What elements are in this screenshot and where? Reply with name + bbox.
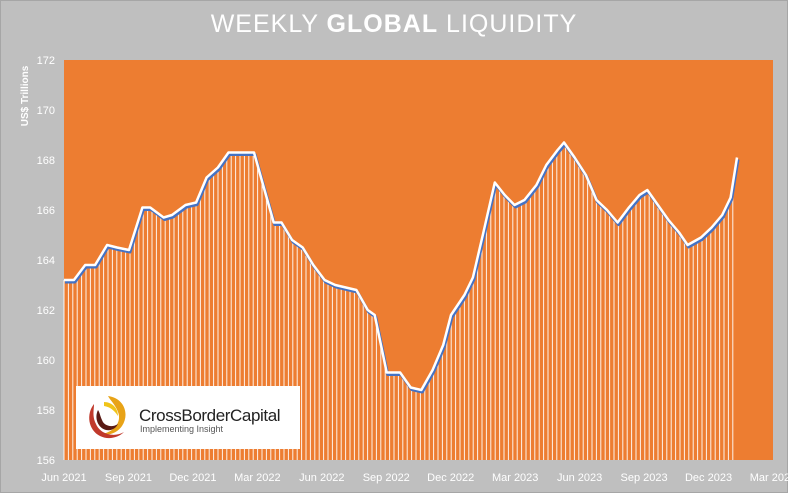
crossborder-capital-logo: CrossBorderCapital Implementing Insight: [76, 386, 300, 449]
logo-name: CrossBorderCapital: [139, 406, 281, 425]
x-tick-label: Jun 2023: [557, 472, 602, 484]
liquidity-line: [64, 141, 739, 392]
x-tick-label: Sep 2022: [363, 472, 410, 484]
x-tick-label: Mar 2023: [492, 472, 538, 484]
x-tick-label: Dec 2022: [427, 472, 474, 484]
y-tick-label: 172: [37, 55, 55, 67]
x-tick-label: Sep 2021: [105, 472, 152, 484]
y-tick-label: 166: [37, 205, 55, 217]
y-tick-label: 168: [37, 155, 55, 167]
x-tick-label: Jun 2021: [41, 472, 86, 484]
x-tick-label: Mar 2022: [234, 472, 280, 484]
x-tick-label: Jun 2022: [299, 472, 344, 484]
logo-tagline: Implementing Insight: [140, 424, 224, 434]
chart-title: WEEKLY GLOBAL LIQUIDITY: [210, 10, 578, 38]
y-tick-label: 170: [37, 105, 55, 117]
y-axis-ticks: 156 158 160 162 164 166 168 170 172: [37, 55, 55, 467]
liquidity-line-shadow: [65, 143, 740, 394]
y-tick-label: 162: [37, 305, 55, 317]
crossborder-swirl-icon: [89, 396, 126, 439]
y-tick-label: 164: [37, 255, 55, 267]
x-tick-label: Mar 2024: [750, 472, 788, 484]
x-tick-label: Sep 2023: [621, 472, 668, 484]
y-tick-label: 160: [37, 355, 55, 367]
y-tick-label: 156: [37, 455, 55, 467]
y-axis-label: US$ Trillions: [20, 65, 31, 126]
x-tick-label: Dec 2021: [169, 472, 216, 484]
y-tick-label: 158: [37, 405, 55, 417]
x-axis-ticks: Jun 2021 Sep 2021 Dec 2021 Mar 2022 Jun 2022…: [41, 472, 788, 484]
x-tick-label: Dec 2023: [685, 472, 732, 484]
